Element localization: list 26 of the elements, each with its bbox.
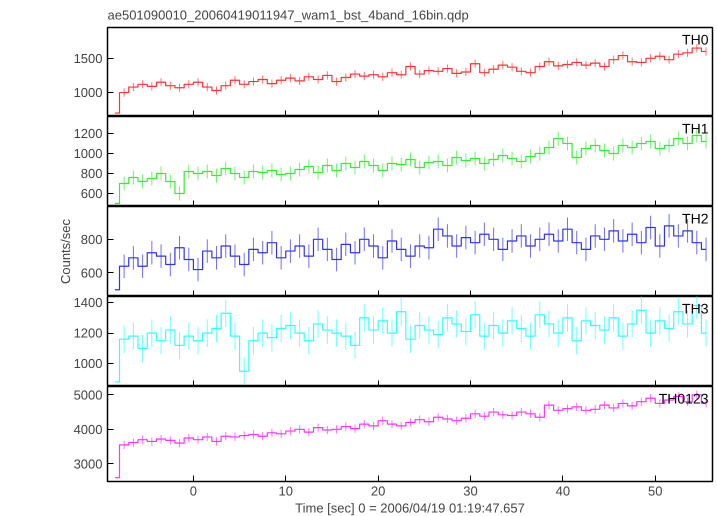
x-axis-title: Time [sec] 0 = 2006/04/19 01:19:47.657 [295, 500, 525, 516]
y-tick-label: 600 [80, 186, 103, 201]
y-axis-title: Counts/sec [58, 218, 73, 284]
y-tick-label: 800 [80, 166, 103, 181]
y-tick-label: 1500 [74, 50, 102, 66]
series-label: TH2 [682, 210, 709, 226]
y-tick-label: 1200 [74, 326, 102, 341]
x-tick-label: 50 [648, 484, 662, 498]
x-tick-label: 30 [463, 484, 478, 498]
series-label: TH0 [682, 32, 709, 48]
chart-title: ae501090010_20060419011947_wam1_bst_4band_16bin.qdp [108, 8, 469, 22]
x-tick-label: 40 [556, 484, 570, 498]
y-tick-label: 1400 [74, 295, 102, 310]
x-tick-label: 20 [370, 484, 386, 498]
y-tick-label: 1000 [74, 85, 102, 100]
x-tick-label: 0 [190, 484, 198, 498]
y-tick-label: 600 [80, 265, 103, 280]
y-tick-label: 5000 [74, 387, 102, 402]
y-tick-label: 1000 [74, 356, 102, 372]
y-tick-label: 3000 [74, 456, 102, 472]
y-tick-label: 1000 [74, 146, 102, 161]
x-tick-label: 10 [278, 484, 294, 498]
y-tick-label: 1200 [74, 126, 102, 141]
y-tick-label: 4000 [74, 422, 102, 437]
series-label: TH1 [682, 120, 709, 136]
y-tick-label: 800 [80, 232, 103, 247]
